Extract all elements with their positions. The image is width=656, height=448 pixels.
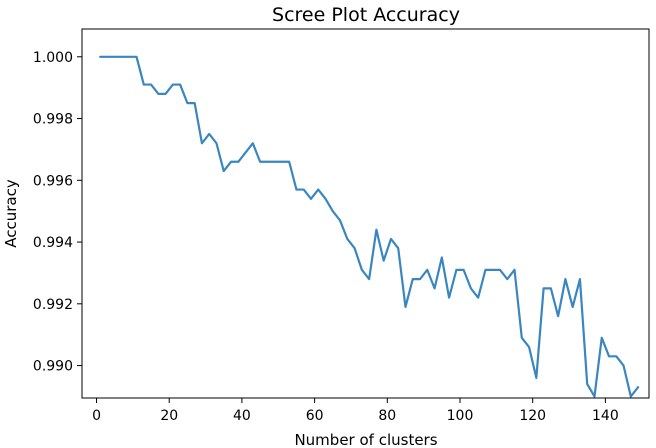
x-tick-label: 40 [233,408,251,424]
y-tick-label: 0.992 [33,297,73,313]
series-layer [99,55,640,398]
x-axis-label: Number of clusters [294,431,437,448]
series-line-0 [99,55,640,398]
y-axis: 0.990 0.992 0.994 0.996 0.998 1.000 [33,50,82,375]
x-axis: 0 20 40 60 80 100 120 140 [92,398,619,424]
x-tick-label: 120 [519,408,546,424]
y-axis-label: Accuracy [2,179,20,248]
x-tick-label: 60 [306,408,324,424]
chart-title: Scree Plot Accuracy [272,4,460,26]
x-tick-label: 20 [160,408,178,424]
y-tick-label: 0.994 [33,235,73,251]
x-tick-label: 0 [92,408,101,424]
plot-frame [81,28,650,399]
y-tick-label: 1.000 [33,50,73,66]
y-tick-label: 0.990 [33,359,73,375]
x-tick-label: 100 [447,408,474,424]
y-tick-label: 0.998 [33,112,73,128]
x-tick-label: 140 [592,408,619,424]
y-tick-label: 0.996 [33,173,73,189]
x-tick-label: 80 [378,408,396,424]
